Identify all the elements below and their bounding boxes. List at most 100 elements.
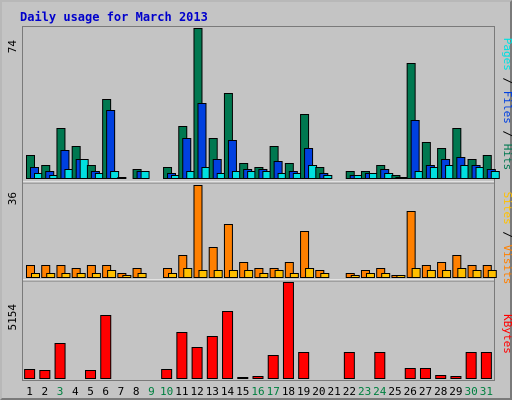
- x-tick-label: 14: [221, 385, 235, 398]
- bar-sites: [305, 268, 315, 278]
- bar-kbytes: [24, 369, 36, 379]
- bar-kbytes: [161, 369, 173, 379]
- bar-kbytes: [343, 352, 355, 379]
- x-tick-label: 20: [312, 385, 325, 398]
- bar-kbytes: [100, 315, 112, 379]
- bar-sites: [426, 270, 436, 278]
- bar-kbytes: [237, 377, 249, 379]
- bar-visits: [223, 224, 233, 278]
- bar-hits: [117, 177, 127, 179]
- bar-visits: [284, 262, 294, 278]
- x-tick-label: 24: [373, 385, 387, 398]
- panel-legend: Sites / Visits: [501, 192, 512, 285]
- bar-kbytes: [450, 376, 462, 379]
- panel-legend: KBytes: [501, 314, 512, 354]
- bar-sites: [91, 273, 101, 278]
- x-tick-label: 10: [160, 385, 173, 398]
- x-tick-label: 8: [133, 385, 140, 398]
- bar-kbytes: [267, 355, 279, 379]
- x-tick-label: 15: [236, 385, 249, 398]
- bar-kbytes: [404, 368, 416, 379]
- bar-kbytes: [480, 352, 492, 379]
- bar-kbytes: [191, 347, 203, 379]
- bar-pages: [110, 171, 120, 179]
- bar-sites: [228, 270, 238, 278]
- panel-legend: Pages / Files / Hits: [501, 38, 512, 171]
- bar-kbytes: [374, 352, 386, 379]
- bar-sites: [31, 273, 40, 278]
- bar-visits: [56, 265, 66, 278]
- bar-files: [410, 120, 420, 179]
- bar-sites: [76, 273, 86, 278]
- legend-kbytes: KBytes: [501, 314, 512, 354]
- bar-kbytes: [282, 282, 294, 379]
- bar-sites: [289, 273, 299, 278]
- x-tick-label: 23: [358, 385, 371, 398]
- x-tick-label: 13: [206, 385, 219, 398]
- bar-kbytes: [222, 311, 234, 379]
- bar-sites: [168, 273, 178, 278]
- bar-visits: [178, 255, 188, 278]
- bar-sites: [61, 273, 71, 278]
- bar-sites: [365, 273, 375, 278]
- x-tick-label: 31: [480, 385, 493, 398]
- x-tick-label: 22: [343, 385, 356, 398]
- legend-pages: Pages: [501, 38, 512, 71]
- x-tick-label: 12: [190, 385, 203, 398]
- legend-visits: Visits: [501, 245, 512, 285]
- bar-sites: [244, 270, 254, 278]
- bar-visits: [452, 255, 462, 278]
- bar-visits: [193, 185, 203, 278]
- bar-kbytes: [252, 376, 264, 379]
- x-tick-label: 21: [328, 385, 341, 398]
- legend-separator: /: [501, 225, 512, 245]
- bar-visits: [406, 211, 416, 278]
- x-tick-label: 26: [404, 385, 417, 398]
- bar-sites: [213, 270, 223, 278]
- bar-pages: [323, 175, 333, 179]
- x-tick-label: 30: [465, 385, 478, 398]
- bar-kbytes: [39, 370, 51, 379]
- bar-visits: [208, 247, 218, 278]
- legend-hits: Hits: [501, 144, 512, 171]
- bar-sites: [183, 268, 193, 278]
- bar-kbytes: [206, 336, 218, 379]
- bar-pages: [490, 171, 500, 179]
- x-tick-label: 19: [297, 385, 310, 398]
- x-tick-label: 2: [42, 385, 49, 398]
- x-tick-label: 16: [251, 385, 264, 398]
- x-tick-label: 3: [57, 385, 64, 398]
- bar-kbytes: [419, 368, 431, 379]
- x-tick-label: 28: [434, 385, 447, 398]
- bar-sites: [350, 275, 360, 278]
- panel-max-label: 36: [6, 192, 19, 205]
- bar-sites: [46, 273, 56, 278]
- bar-sites: [442, 270, 452, 278]
- bar-sites: [259, 273, 269, 278]
- bar-sites: [274, 270, 284, 278]
- bar-sites: [198, 270, 208, 278]
- x-tick-label: 29: [449, 385, 462, 398]
- legend-sites: Sites: [501, 192, 512, 225]
- x-tick-label: 18: [282, 385, 295, 398]
- chart-title: Daily usage for March 2013: [20, 10, 208, 24]
- bar-sites: [137, 273, 147, 278]
- bar-kbytes: [435, 375, 447, 379]
- bar-sites: [320, 273, 330, 278]
- x-tick-label: 1: [26, 385, 33, 398]
- legend-separator: /: [501, 71, 512, 91]
- legend-separator: /: [501, 124, 512, 144]
- x-tick-label: 11: [175, 385, 188, 398]
- plot-frame: [22, 26, 495, 381]
- bar-kbytes: [176, 332, 188, 379]
- bar-sites: [411, 268, 421, 278]
- bar-sites: [487, 270, 497, 278]
- bar-sites: [107, 270, 117, 278]
- bar-sites: [381, 273, 391, 278]
- x-tick-label: 7: [118, 385, 125, 398]
- x-tick-label: 6: [102, 385, 109, 398]
- x-tick-label: 4: [72, 385, 79, 398]
- panel-max-label: 74: [6, 40, 19, 54]
